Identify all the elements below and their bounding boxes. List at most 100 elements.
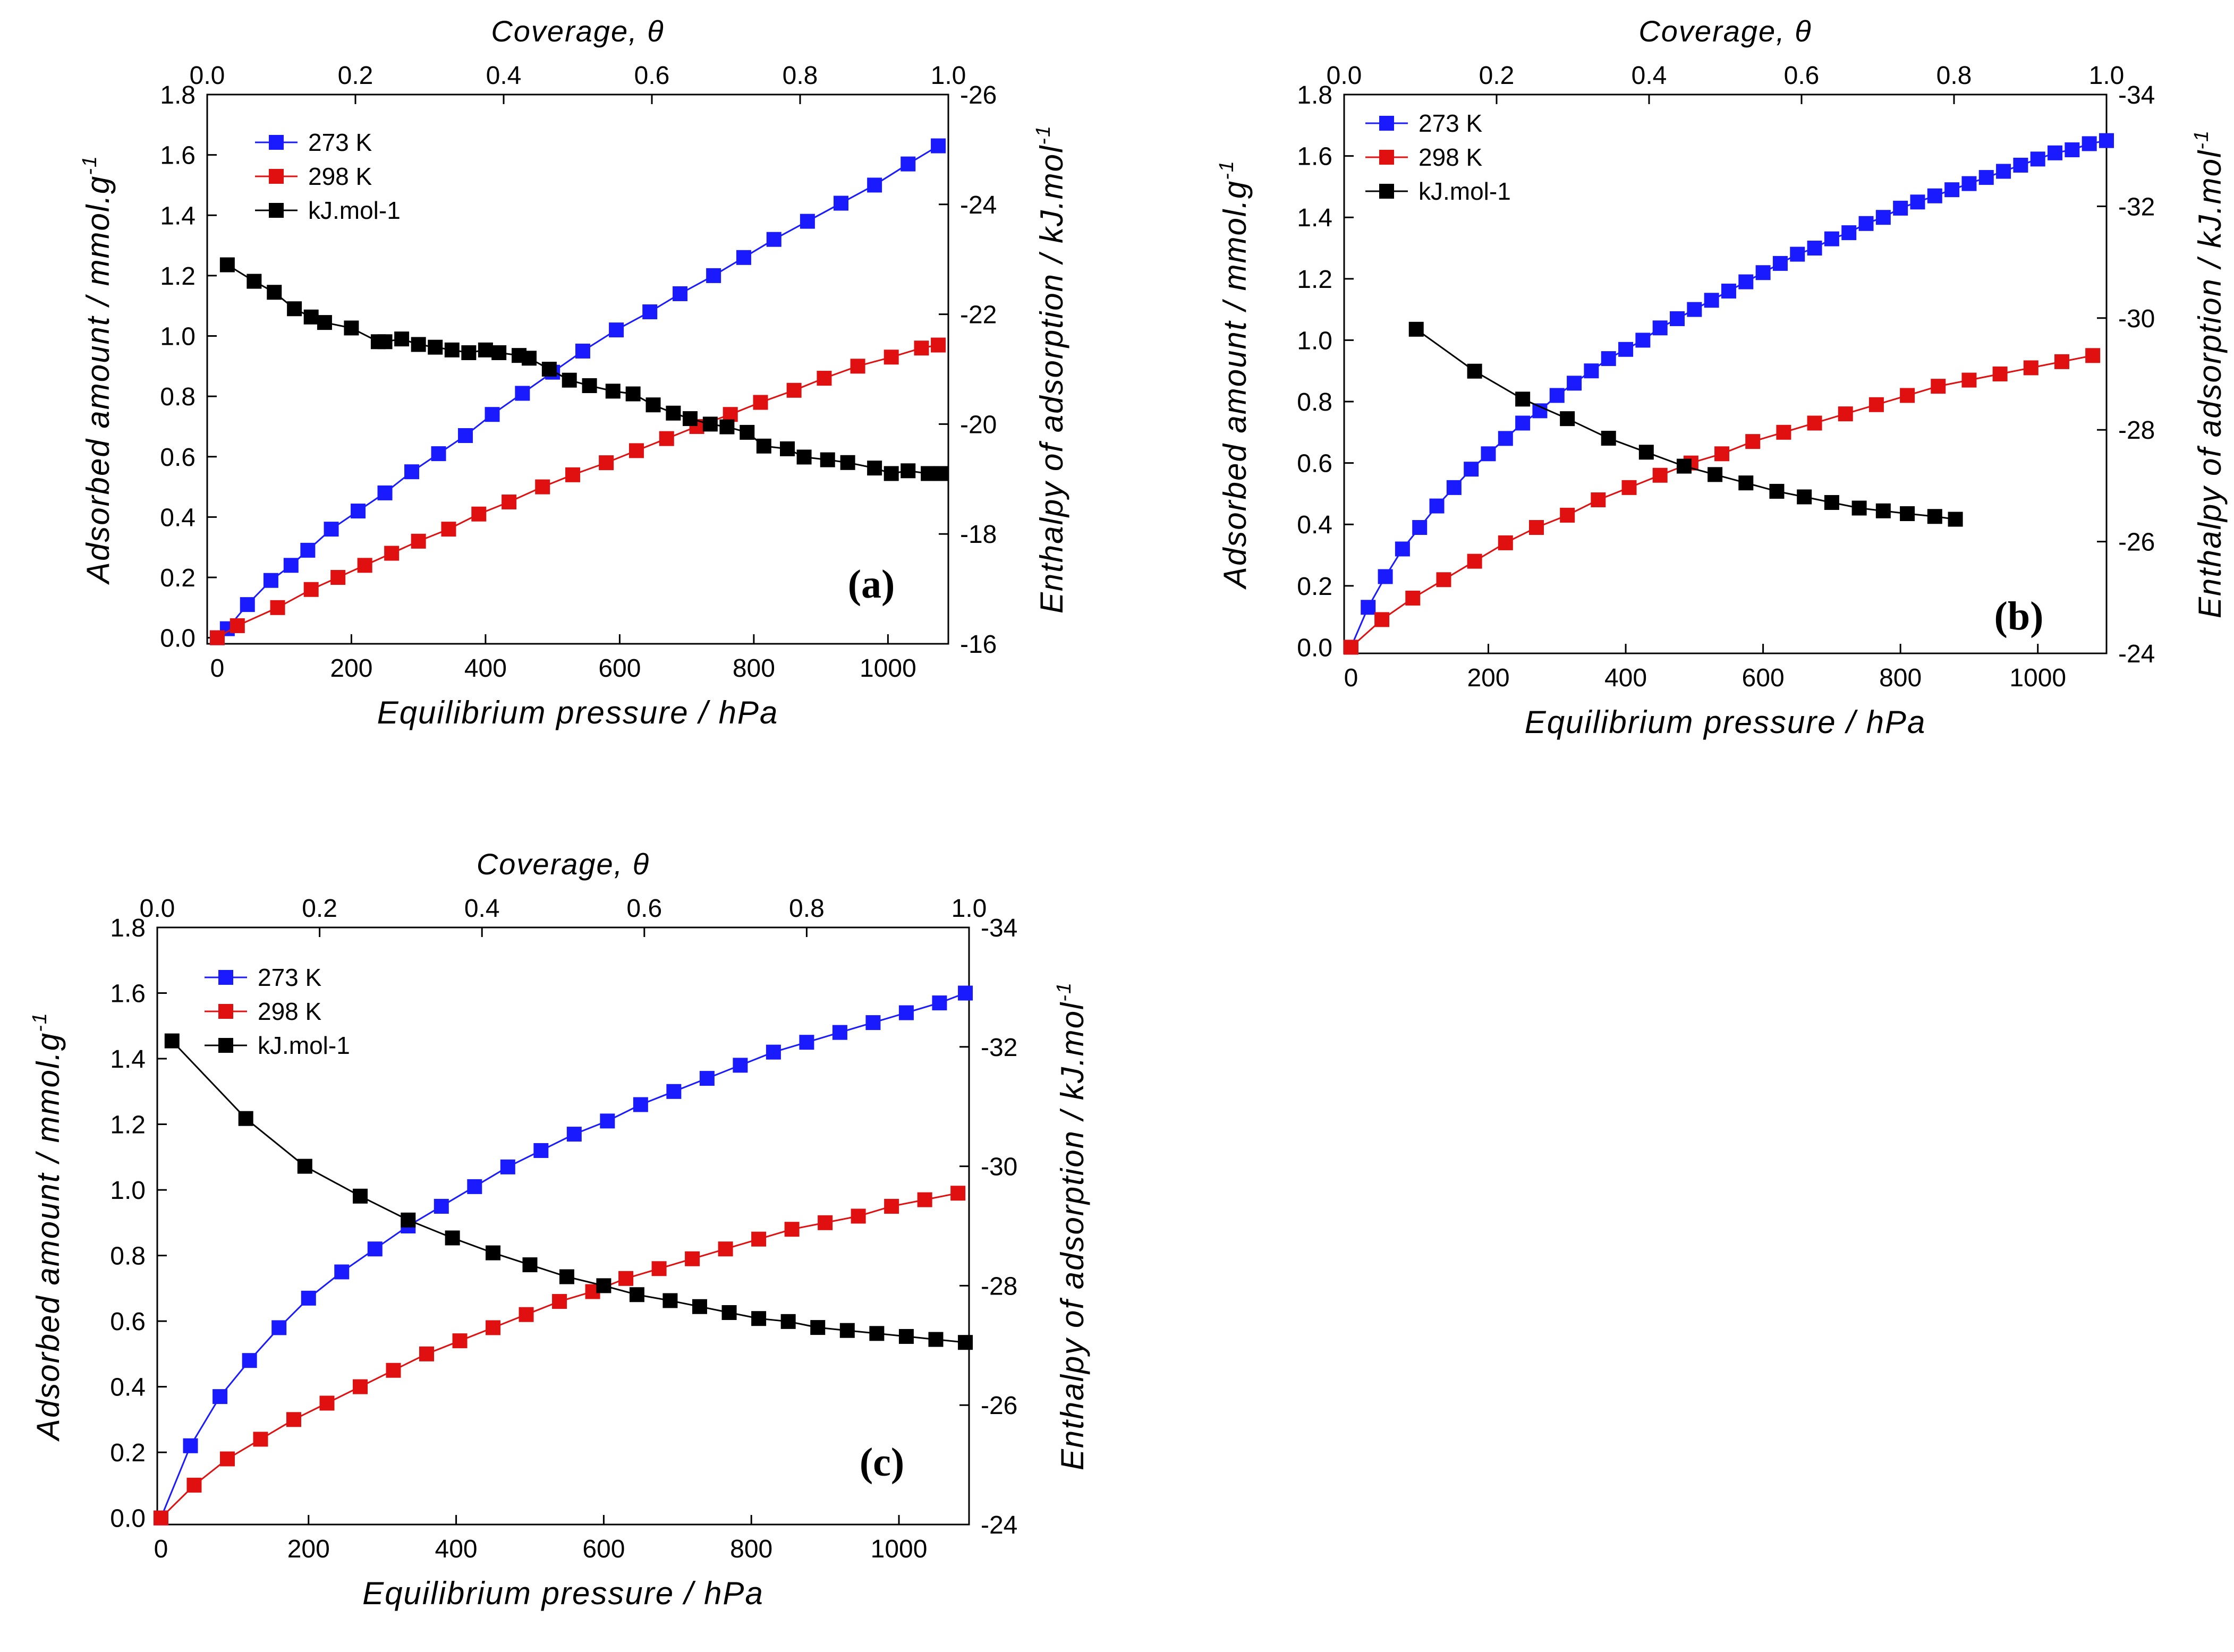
legend-entry-enthalpy: kJ.mol-1 bbox=[1365, 177, 1511, 205]
data-point-273k bbox=[1498, 431, 1513, 446]
y-tick-label: 0.2 bbox=[160, 564, 196, 592]
data-point-enthalpy bbox=[582, 378, 597, 394]
x2-tick-label: 0.2 bbox=[1479, 62, 1515, 90]
x2-axis-title: Coverage, θ bbox=[1638, 14, 1812, 48]
series-line-298k bbox=[1350, 354, 2093, 648]
data-point-enthalpy bbox=[353, 1188, 368, 1204]
data-point-enthalpy bbox=[719, 419, 735, 435]
data-point-298k bbox=[2054, 354, 2069, 369]
y2-tick-label: -28 bbox=[981, 1272, 1017, 1300]
x-tick-label: 200 bbox=[287, 1535, 330, 1563]
data-point-enthalpy bbox=[1408, 321, 1424, 337]
data-point-298k bbox=[1868, 397, 1884, 412]
data-point-enthalpy bbox=[702, 416, 718, 432]
data-point-273k bbox=[1481, 446, 1496, 462]
data-point-273k bbox=[324, 522, 339, 537]
data-point-enthalpy bbox=[297, 1159, 312, 1174]
data-point-enthalpy bbox=[840, 455, 855, 470]
data-point-273k bbox=[1652, 320, 1668, 336]
data-point-273k bbox=[766, 1044, 781, 1060]
data-point-273k bbox=[600, 1113, 615, 1129]
x2-tick-label: 0.0 bbox=[1327, 62, 1362, 90]
data-point-enthalpy bbox=[1601, 430, 1616, 446]
data-point-enthalpy bbox=[934, 466, 949, 481]
chart-panel-b: 0 200 400 600 800 1000 0.0 0.2 0.4 0.6 0.8 1.0 0.0 0.… bbox=[1216, 14, 2228, 740]
legend-label: kJ.mol-1 bbox=[308, 197, 401, 224]
data-point-enthalpy bbox=[394, 331, 410, 347]
chart-panel-c: 0 200 400 600 800 1000 0.0 0.2 0.4 0.6 0.8 1.0 0.0 0.… bbox=[29, 847, 1090, 1611]
data-point-enthalpy bbox=[820, 452, 835, 467]
y2-tick-label: -34 bbox=[981, 914, 1017, 942]
data-point-273k bbox=[733, 1058, 748, 1073]
data-point-298k bbox=[723, 407, 738, 422]
data-point-273k bbox=[736, 250, 751, 265]
y2-axis-title: Enthalpy of adsorption / kJ.mol-1 bbox=[1032, 125, 1069, 614]
legend-marker bbox=[1379, 150, 1394, 165]
plot-frame bbox=[206, 93, 949, 645]
y-tick-label: 1.6 bbox=[1297, 143, 1332, 171]
legend-marker bbox=[218, 1004, 233, 1019]
data-point-273k bbox=[642, 304, 658, 320]
data-point-298k bbox=[817, 371, 832, 386]
y2-tick-label: -22 bbox=[960, 301, 997, 329]
panel-label: (b) bbox=[1994, 594, 2044, 638]
data-point-298k bbox=[786, 382, 802, 398]
x-tick-label: 1000 bbox=[2009, 664, 2066, 692]
data-point-enthalpy bbox=[839, 1323, 855, 1338]
data-point-enthalpy bbox=[1797, 489, 1812, 505]
x-tick-label: 600 bbox=[582, 1535, 625, 1563]
x2-tick-label: 0.2 bbox=[338, 62, 373, 90]
y-tick-label: 0.8 bbox=[1297, 388, 1332, 416]
data-point-enthalpy bbox=[521, 351, 537, 366]
data-point-enthalpy bbox=[445, 1230, 460, 1246]
data-point-273k bbox=[404, 464, 420, 480]
x2-tick-label: 0.2 bbox=[302, 895, 337, 923]
y-axis-title-main: Adsorbed amount / mmol.g bbox=[1217, 180, 1253, 590]
data-point-enthalpy bbox=[317, 315, 332, 330]
data-point-298k bbox=[253, 1432, 268, 1447]
data-point-273k bbox=[367, 1241, 383, 1257]
data-point-273k bbox=[766, 232, 782, 247]
data-point-298k bbox=[718, 1241, 733, 1257]
data-point-enthalpy bbox=[267, 285, 282, 300]
series-line-273k bbox=[160, 992, 966, 1519]
data-point-273k bbox=[2065, 142, 2080, 158]
data-point-273k bbox=[1601, 351, 1616, 367]
data-point-273k bbox=[1549, 388, 1565, 403]
data-point-273k bbox=[1824, 231, 1839, 246]
data-point-enthalpy bbox=[428, 339, 443, 355]
x2-tick-label: 0.6 bbox=[634, 62, 670, 90]
data-point-enthalpy bbox=[1708, 467, 1723, 482]
series-273k bbox=[1343, 133, 2114, 655]
legend-label: kJ.mol-1 bbox=[1418, 177, 1511, 205]
x-tick-label: 800 bbox=[733, 654, 775, 683]
x-axis-title: Equilibrium pressure / hPa bbox=[362, 1576, 764, 1611]
data-point-enthalpy bbox=[401, 1212, 416, 1228]
data-point-273k bbox=[566, 1127, 582, 1142]
data-point-298k bbox=[659, 431, 674, 446]
data-point-enthalpy bbox=[796, 449, 812, 465]
y-axis-title-main: Adsorbed amount / mmol.g bbox=[30, 1032, 66, 1442]
x2-tick-label: 0.4 bbox=[464, 895, 500, 923]
x-tick-label: 600 bbox=[598, 654, 641, 683]
x-tick-label: 200 bbox=[330, 654, 372, 683]
data-point-273k bbox=[673, 286, 688, 301]
legend-entry-enthalpy: kJ.mol-1 bbox=[255, 197, 401, 224]
data-point-enthalpy bbox=[486, 1245, 501, 1261]
data-point-298k bbox=[1621, 480, 1637, 495]
data-point-enthalpy bbox=[721, 1305, 737, 1320]
x-tick-label: 1000 bbox=[860, 654, 916, 683]
data-point-273k bbox=[533, 1143, 549, 1158]
data-point-298k bbox=[884, 1198, 899, 1214]
data-point-298k bbox=[851, 1208, 866, 1224]
data-point-enthalpy bbox=[287, 301, 302, 317]
data-point-273k bbox=[1670, 311, 1685, 326]
data-point-enthalpy bbox=[884, 466, 899, 481]
x-tick-label: 400 bbox=[1604, 664, 1647, 692]
data-point-273k bbox=[867, 177, 882, 193]
data-point-enthalpy bbox=[1467, 363, 1482, 379]
y2-axis-title-sup: -1 bbox=[1032, 125, 1055, 145]
y-tick-label: 1.8 bbox=[1297, 81, 1332, 109]
y2-tick-label: -26 bbox=[2118, 529, 2155, 557]
data-point-298k bbox=[386, 1363, 401, 1378]
